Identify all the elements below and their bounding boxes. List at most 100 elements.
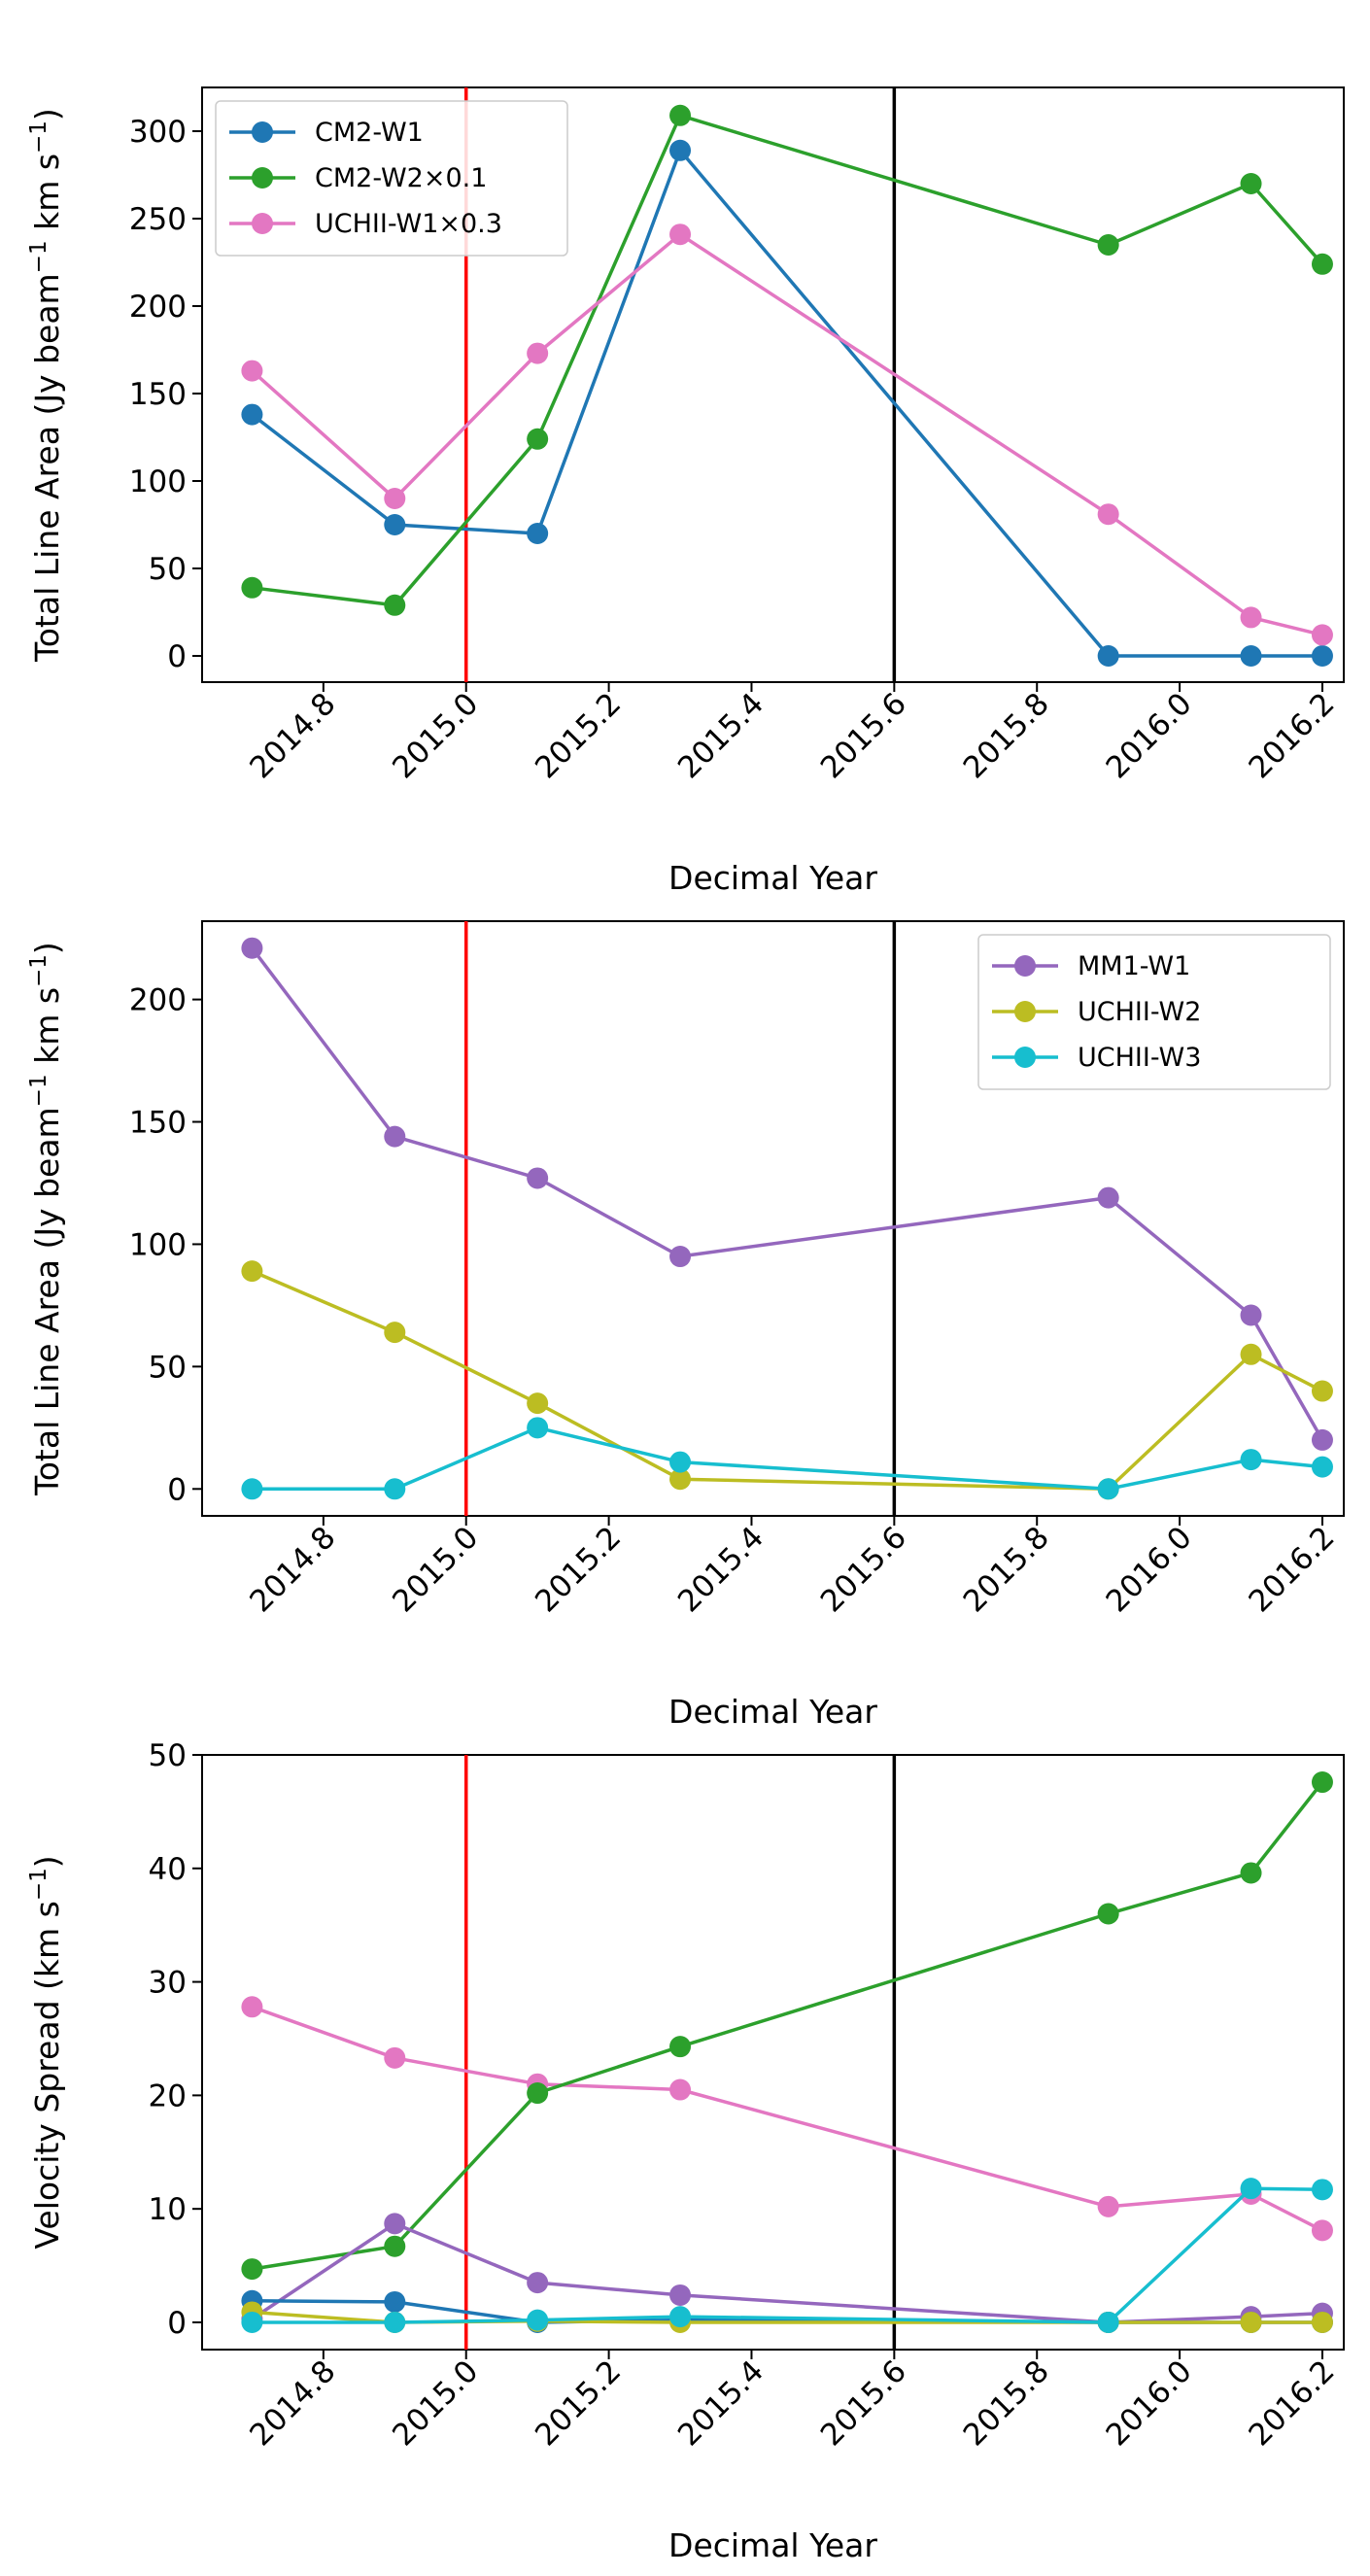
y-tick-label: 150 — [129, 1106, 187, 1141]
legend-marker — [252, 167, 273, 189]
data-point — [669, 104, 692, 126]
data-point — [1240, 1449, 1262, 1471]
data-point — [1097, 503, 1119, 526]
data-point — [669, 1468, 692, 1491]
legend-label: UCHII-W2 — [1078, 997, 1201, 1027]
data-point — [527, 2309, 549, 2331]
x-tick-label: 2014.8 — [243, 2353, 342, 2453]
x-tick-label: 2015.8 — [957, 686, 1056, 785]
y-tick-label: 50 — [149, 1350, 187, 1385]
x-tick-label: 2014.8 — [243, 686, 342, 785]
legend-box — [977, 934, 1331, 1090]
data-point — [1240, 606, 1262, 629]
x-axis-title: Decimal Year — [668, 859, 877, 897]
x-tick-label: 2015.4 — [671, 686, 771, 785]
y-tick-label: 0 — [167, 1472, 187, 1507]
data-point — [384, 594, 406, 616]
y-tick-label: 50 — [149, 552, 187, 587]
data-point — [384, 488, 406, 509]
legend-marker — [252, 121, 273, 143]
data-point — [527, 523, 549, 544]
data-point — [669, 1451, 692, 1473]
y-tick-label: 10 — [149, 2192, 187, 2227]
y-tick-label: 0 — [167, 639, 187, 674]
x-tick-label: 2015.6 — [814, 2353, 913, 2453]
data-point — [1097, 645, 1119, 667]
y-tick-label: 20 — [149, 2078, 187, 2113]
legend-box — [215, 100, 568, 257]
data-point — [1311, 2311, 1333, 2333]
y-tick-label: 250 — [129, 202, 187, 237]
y-tick-label: 50 — [149, 1738, 187, 1773]
data-point — [527, 2272, 549, 2294]
y-tick-label: 30 — [149, 1966, 187, 2001]
x-tick-label: 2015.0 — [386, 1520, 485, 1619]
x-tick-label: 2016.0 — [1100, 2353, 1199, 2453]
data-point — [1311, 1456, 1333, 1478]
data-point — [1240, 1343, 1262, 1365]
data-point — [1240, 173, 1262, 194]
data-point — [669, 2036, 692, 2058]
legend-label: UCHII-W3 — [1078, 1043, 1201, 1073]
legend-marker — [1014, 1047, 1036, 1068]
data-point — [241, 1996, 263, 2018]
y-axis-title: Velocity Spread (km s−1) — [26, 1855, 66, 2249]
legend-label: CM2-W2×0.1 — [315, 163, 487, 193]
data-point — [669, 2284, 692, 2306]
x-tick-label: 2015.4 — [671, 2353, 771, 2453]
data-point — [241, 2258, 263, 2281]
x-tick-label: 2015.2 — [529, 686, 628, 785]
y-tick-label: 100 — [129, 464, 187, 499]
x-tick-label: 2015.0 — [386, 686, 485, 785]
y-tick-label: 100 — [129, 1227, 187, 1262]
data-point — [1097, 234, 1119, 256]
data-point — [1311, 1380, 1333, 1402]
x-tick-label: 2016.2 — [1242, 1520, 1341, 1619]
data-point — [241, 1260, 263, 1283]
legend-marker — [252, 213, 273, 234]
data-point — [1097, 2311, 1119, 2333]
data-point — [384, 1125, 406, 1148]
data-point — [669, 223, 692, 246]
y-tick-label: 200 — [129, 983, 187, 1018]
data-point — [669, 1246, 692, 1268]
legend-marker — [1014, 955, 1036, 977]
x-axis-title: Decimal Year — [668, 2526, 877, 2564]
data-point — [241, 403, 263, 426]
y-tick-label: 300 — [129, 115, 187, 150]
data-point — [1311, 645, 1333, 667]
legend-label: UCHII-W1×0.3 — [315, 209, 502, 239]
legend-marker — [1014, 1001, 1036, 1022]
data-point — [527, 1392, 549, 1415]
legend-label: CM2-W1 — [315, 118, 424, 148]
data-point — [241, 360, 263, 382]
x-tick-label: 2015.8 — [957, 2353, 1056, 2453]
data-point — [527, 2082, 549, 2105]
x-tick-label: 2015.6 — [814, 1520, 913, 1619]
data-point — [1311, 1428, 1333, 1451]
x-tick-label: 2014.8 — [243, 1520, 342, 1619]
data-point — [1311, 1771, 1333, 1794]
x-tick-label: 2016.2 — [1242, 686, 1341, 785]
data-point — [527, 428, 549, 450]
data-point — [1097, 2195, 1119, 2217]
x-tick-label: 2015.0 — [386, 2353, 485, 2453]
data-point — [1240, 645, 1262, 667]
data-point — [527, 342, 549, 364]
y-tick-label: 200 — [129, 290, 187, 325]
data-point — [1097, 1903, 1119, 1925]
x-tick-label: 2016.0 — [1100, 686, 1199, 785]
data-point — [1240, 2311, 1262, 2333]
x-tick-label: 2015.2 — [529, 1520, 628, 1619]
x-tick-label: 2015.6 — [814, 686, 913, 785]
x-tick-label: 2015.8 — [957, 1520, 1056, 1619]
x-tick-label: 2016.0 — [1100, 1520, 1199, 1619]
panel-bottom: 2014.8 2015.0 2015.2 2015.4 2015.6 2015.8 2016… — [26, 1738, 1345, 2564]
y-axis-title: Total Line Area (Jy beam−1 km s−1) — [26, 108, 66, 663]
y-tick-label: 40 — [149, 1852, 187, 1887]
data-point — [1240, 1304, 1262, 1326]
data-point — [241, 576, 263, 599]
data-point — [527, 1417, 549, 1439]
